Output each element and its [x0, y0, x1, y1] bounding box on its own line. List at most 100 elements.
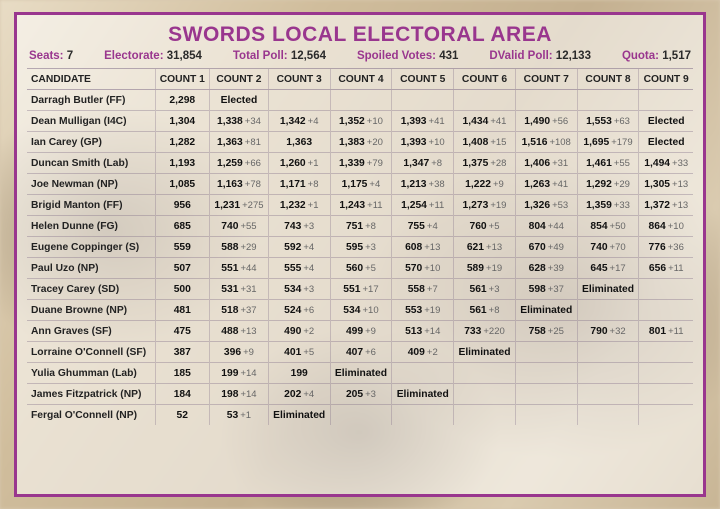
count-cell: 407+6 [330, 342, 392, 363]
count-cell [577, 363, 639, 384]
count-cell: 755+4 [392, 216, 454, 237]
count-cell: 198+14 [210, 384, 269, 405]
summary-bar: Seats: 7 Electorate: 31,854 Total Poll: … [27, 50, 693, 68]
count-cell: 570+10 [392, 258, 454, 279]
count-cell: 534+10 [330, 300, 392, 321]
candidate-name: Eugene Coppinger (S) [27, 237, 155, 258]
candidate-name: Joe Newman (NP) [27, 174, 155, 195]
results-table: CANDIDATECOUNT 1COUNT 2COUNT 3COUNT 4COU… [27, 68, 693, 425]
count-cell [639, 90, 693, 111]
table-row: Brigid Manton (FF)9561,231+2751,232+11,2… [27, 195, 693, 216]
count-cell: 743+3 [268, 216, 330, 237]
count-cell: 589+19 [454, 258, 516, 279]
count-cell: 551+17 [330, 279, 392, 300]
table-row: Helen Dunne (FG)685740+55743+3751+8755+4… [27, 216, 693, 237]
count-cell: 401+5 [268, 342, 330, 363]
count-cell: 592+4 [268, 237, 330, 258]
count-cell: 507 [155, 258, 210, 279]
count-cell [454, 90, 516, 111]
candidate-name: Ann Graves (SF) [27, 321, 155, 342]
count-cell: 185 [155, 363, 210, 384]
count-cell: 758+25 [515, 321, 577, 342]
col-count-3: COUNT 3 [268, 69, 330, 90]
count-cell: Eliminated [577, 279, 639, 300]
candidate-name: Dean Mulligan (I4C) [27, 111, 155, 132]
count-cell: 490+2 [268, 321, 330, 342]
count-cell [330, 405, 392, 426]
candidate-name: Duane Browne (NP) [27, 300, 155, 321]
count-cell: 645+17 [577, 258, 639, 279]
table-row: Duncan Smith (Lab)1,1931,259+661,260+11,… [27, 153, 693, 174]
candidate-name: Lorraine O'Connell (SF) [27, 342, 155, 363]
count-cell: 760+5 [454, 216, 516, 237]
count-cell: 1,292+29 [577, 174, 639, 195]
table-row: Yulia Ghumman (Lab)185199+14199Eliminate… [27, 363, 693, 384]
table-row: James Fitzpatrick (NP)184198+14202+4205+… [27, 384, 693, 405]
count-cell: 202+4 [268, 384, 330, 405]
count-cell: 801+11 [639, 321, 693, 342]
count-cell: 685 [155, 216, 210, 237]
count-cell: 804+44 [515, 216, 577, 237]
table-row: Duane Browne (NP)481518+37524+6534+10553… [27, 300, 693, 321]
count-cell [515, 342, 577, 363]
count-cell: 534+3 [268, 279, 330, 300]
count-cell: 656+11 [639, 258, 693, 279]
count-cell: 561+8 [454, 300, 516, 321]
count-cell: 588+29 [210, 237, 269, 258]
count-cell: 1,375+28 [454, 153, 516, 174]
electorate: Electorate: 31,854 [104, 50, 202, 62]
count-cell: 595+3 [330, 237, 392, 258]
count-cell: 1,282 [155, 132, 210, 153]
count-cell: 561+3 [454, 279, 516, 300]
count-cell [577, 300, 639, 321]
count-cell [392, 405, 454, 426]
col-count-7: COUNT 7 [515, 69, 577, 90]
count-cell: Eliminated [454, 342, 516, 363]
count-cell: 387 [155, 342, 210, 363]
count-cell: 1,490+56 [515, 111, 577, 132]
count-cell: 531+31 [210, 279, 269, 300]
count-cell: 1,171+8 [268, 174, 330, 195]
count-cell: 52 [155, 405, 210, 426]
table-row: Ian Carey (GP)1,2821,363+811,3631,383+20… [27, 132, 693, 153]
count-cell: 1,085 [155, 174, 210, 195]
spoiled: Spoiled Votes: 431 [357, 50, 458, 62]
candidate-name: Ian Carey (GP) [27, 132, 155, 153]
count-cell: 1,347+8 [392, 153, 454, 174]
totalpoll: Total Poll: 12,564 [233, 50, 326, 62]
count-cell: 1,263+41 [515, 174, 577, 195]
count-cell: 499+9 [330, 321, 392, 342]
count-cell: 518+37 [210, 300, 269, 321]
count-cell [515, 90, 577, 111]
count-cell: 409+2 [392, 342, 454, 363]
count-cell [639, 363, 693, 384]
count-cell: 1,175+4 [330, 174, 392, 195]
count-cell: Eliminated [330, 363, 392, 384]
count-cell: Elected [210, 90, 269, 111]
count-cell: 1,363+81 [210, 132, 269, 153]
col-count-6: COUNT 6 [454, 69, 516, 90]
count-cell: 1,461+55 [577, 153, 639, 174]
col-count-2: COUNT 2 [210, 69, 269, 90]
col-count-9: COUNT 9 [639, 69, 693, 90]
table-row: Darragh Butler (FF)2,298Elected [27, 90, 693, 111]
count-cell: 1,213+38 [392, 174, 454, 195]
count-cell: 1,372+13 [639, 195, 693, 216]
count-cell: 1,359+33 [577, 195, 639, 216]
count-cell: 559 [155, 237, 210, 258]
table-row: Eugene Coppinger (S)559588+29592+4595+36… [27, 237, 693, 258]
table-row: Paul Uzo (NP)507551+44555+4560+5570+1058… [27, 258, 693, 279]
count-cell: Eliminated [268, 405, 330, 426]
table-row: Tracey Carey (SD)500531+31534+3551+17558… [27, 279, 693, 300]
count-cell: 1,695+179 [577, 132, 639, 153]
count-cell: 560+5 [330, 258, 392, 279]
count-cell [515, 405, 577, 426]
count-cell: Elected [639, 132, 693, 153]
candidate-name: Darragh Butler (FF) [27, 90, 155, 111]
candidate-name: Tracey Carey (SD) [27, 279, 155, 300]
table-row: Fergal O'Connell (NP)5253+1Eliminated [27, 405, 693, 426]
count-cell: 1,406+31 [515, 153, 577, 174]
count-cell: 1,494+33 [639, 153, 693, 174]
count-cell: 1,516+108 [515, 132, 577, 153]
count-cell [515, 363, 577, 384]
